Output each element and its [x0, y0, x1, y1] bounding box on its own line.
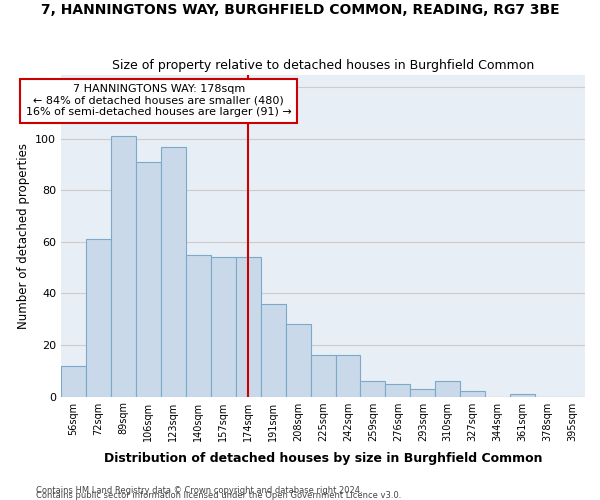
Bar [436, 381, 460, 396]
Bar [61, 366, 86, 396]
Bar [286, 324, 311, 396]
Bar [236, 258, 260, 396]
Bar [186, 255, 211, 396]
Bar [335, 356, 361, 397]
X-axis label: Distribution of detached houses by size in Burghfield Common: Distribution of detached houses by size … [104, 452, 542, 465]
Bar [260, 304, 286, 396]
Bar [136, 162, 161, 396]
Bar [311, 356, 335, 397]
Text: Contains public sector information licensed under the Open Government Licence v3: Contains public sector information licen… [36, 490, 401, 500]
Text: 7, HANNINGTONS WAY, BURGHFIELD COMMON, READING, RG7 3BE: 7, HANNINGTONS WAY, BURGHFIELD COMMON, R… [41, 2, 559, 16]
Text: 7 HANNINGTONS WAY: 178sqm
← 84% of detached houses are smaller (480)
16% of semi: 7 HANNINGTONS WAY: 178sqm ← 84% of detac… [26, 84, 292, 117]
Text: Contains HM Land Registry data © Crown copyright and database right 2024.: Contains HM Land Registry data © Crown c… [36, 486, 362, 495]
Bar [161, 146, 186, 396]
Bar [410, 389, 436, 396]
Bar [361, 381, 385, 396]
Bar [510, 394, 535, 396]
Bar [86, 240, 111, 396]
Title: Size of property relative to detached houses in Burghfield Common: Size of property relative to detached ho… [112, 59, 534, 72]
Bar [460, 392, 485, 396]
Bar [211, 258, 236, 396]
Bar [111, 136, 136, 396]
Bar [385, 384, 410, 396]
Y-axis label: Number of detached properties: Number of detached properties [17, 142, 29, 328]
